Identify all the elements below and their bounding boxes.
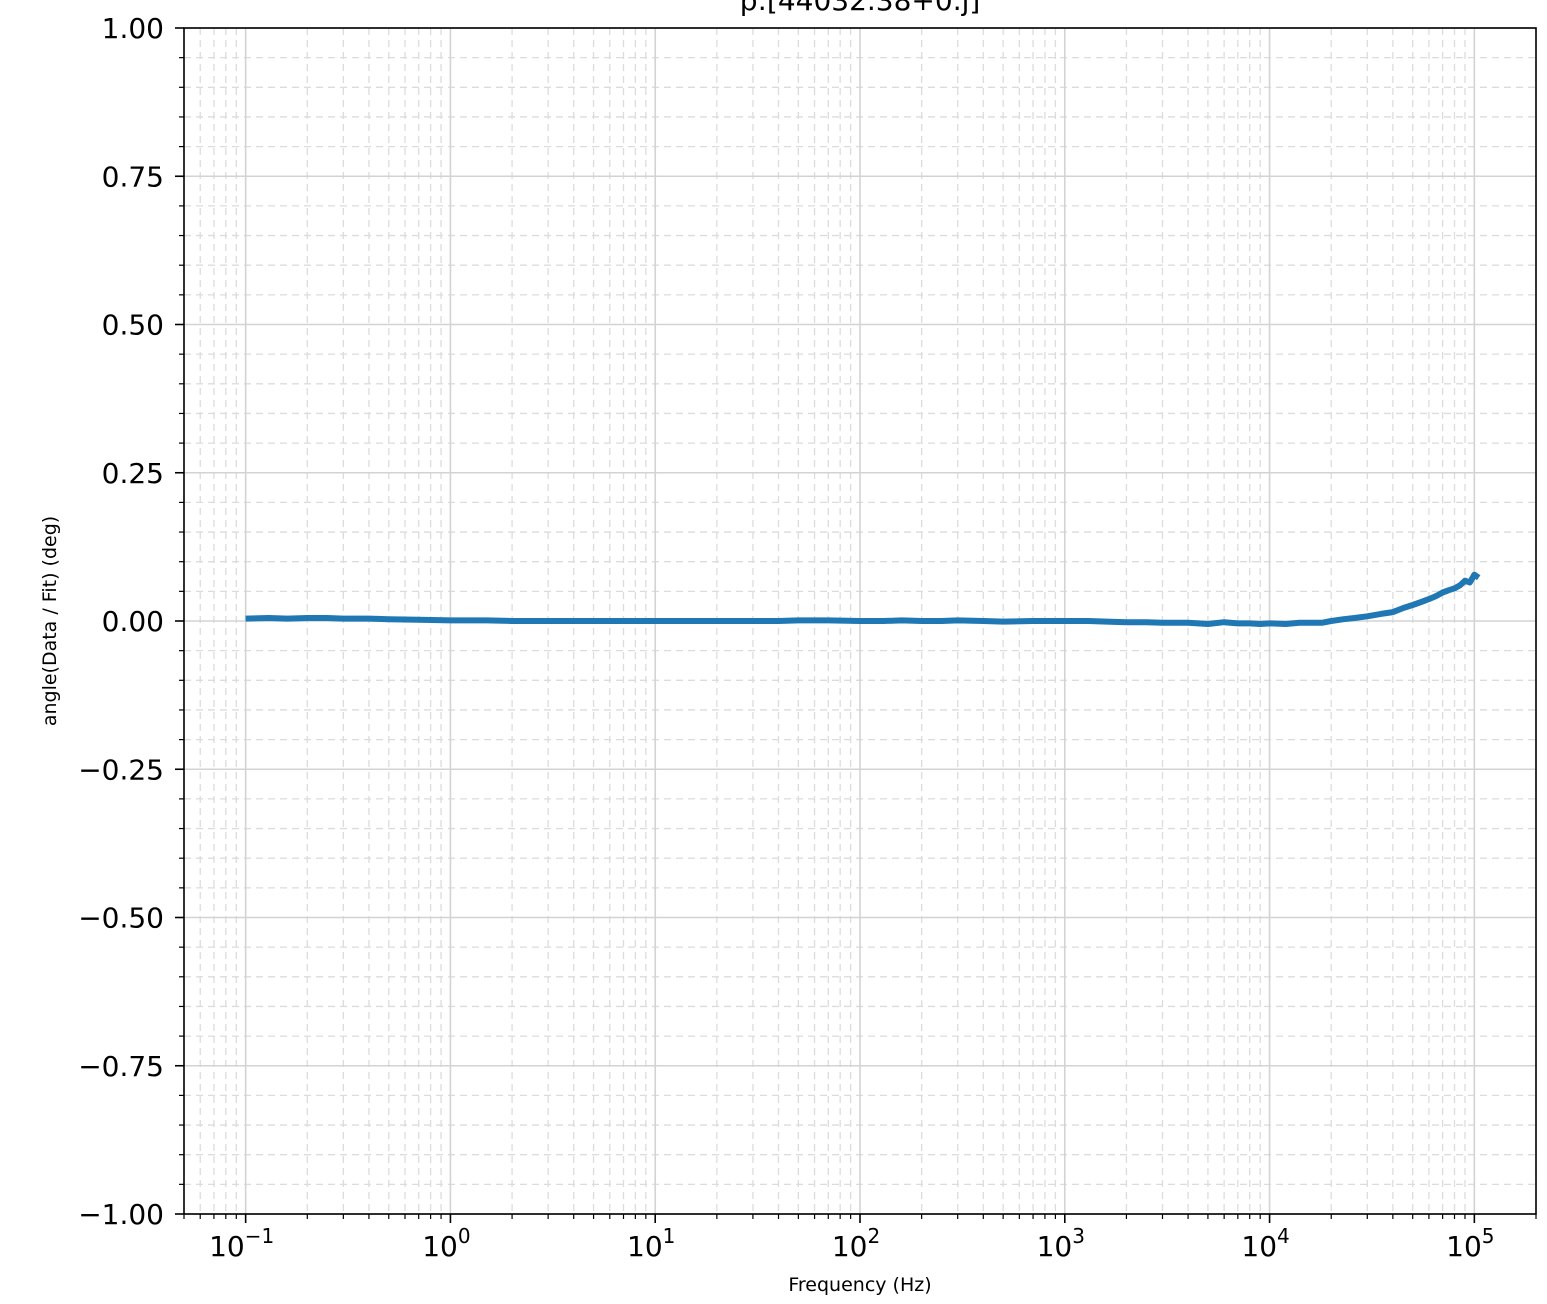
y-tick-label: 0.00 <box>102 605 164 638</box>
x-tick-label: 104 <box>1241 1224 1289 1263</box>
y-tick-label: 0.75 <box>102 160 164 193</box>
y-tick-label: −0.25 <box>78 753 164 786</box>
y-tick-label: −1.00 <box>78 1198 164 1231</box>
x-tick-label: 101 <box>627 1224 675 1263</box>
x-axis-label: Frequency (Hz) <box>788 1274 931 1296</box>
x-tick-labels: 10−1 100 101 102 103 104 105 <box>209 1224 1494 1263</box>
x-tick-label: 105 <box>1446 1224 1494 1263</box>
series-line <box>245 571 1481 627</box>
x-tick-label: 100 <box>422 1224 470 1263</box>
x-tick-label: 103 <box>1037 1224 1085 1263</box>
y-tick-labels: 1.00 0.75 0.50 0.25 0.00 −0.25 −0.50 −0.75 −1.00 <box>78 12 164 1231</box>
y-tick-label: 0.25 <box>102 457 164 490</box>
y-axis-label: angle(Data / Fit) (deg) <box>39 516 61 726</box>
y-tick-label: −0.75 <box>78 1050 164 1083</box>
y-tick-label: 1.00 <box>102 12 164 45</box>
axis-ticks <box>175 27 1537 1223</box>
x-tick-label: 102 <box>832 1224 880 1263</box>
y-tick-label: −0.50 <box>78 902 164 935</box>
x-tick-label: 10−1 <box>209 1224 274 1263</box>
chart-title: p:[44032.38+0.j] <box>740 0 981 17</box>
y-tick-label: 0.50 <box>102 309 164 342</box>
